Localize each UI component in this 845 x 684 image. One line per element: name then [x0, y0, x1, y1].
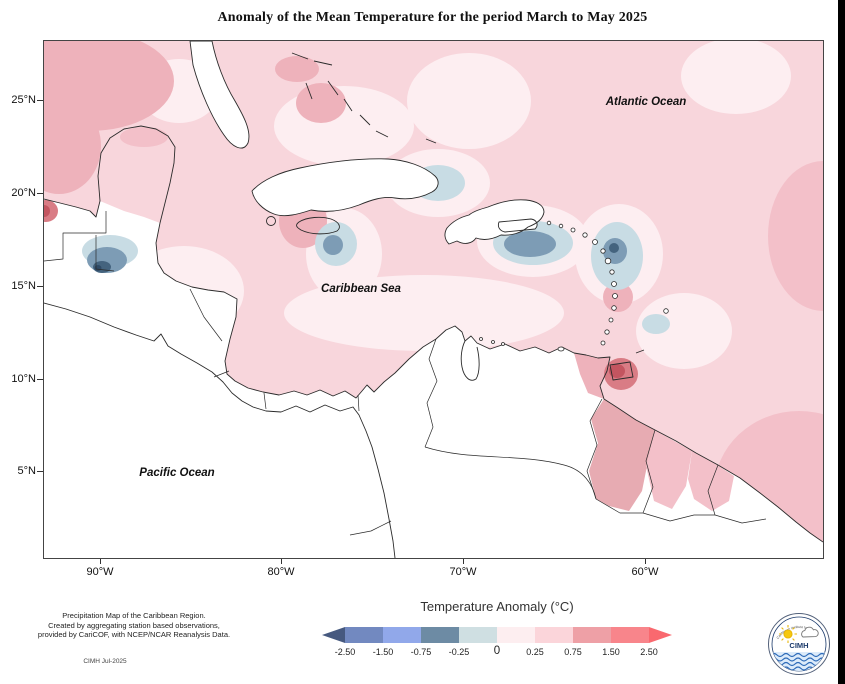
figure-title: Anomaly of the Mean Temperature for the … — [217, 10, 648, 25]
legend-segment — [345, 627, 383, 643]
anomaly-blue-dark-cores — [609, 243, 619, 253]
legend-tick: 1.50 — [602, 647, 620, 657]
caribbean-sea-label: Caribbean Sea — [321, 283, 401, 295]
legend-tick: -0.75 — [410, 647, 432, 657]
legend-tick: 0.25 — [526, 647, 544, 657]
legend-arrow-left — [322, 627, 345, 643]
cloud-icon — [801, 626, 819, 638]
y-tick — [37, 471, 43, 472]
anomaly-mid-pink-zones — [44, 41, 633, 312]
legend-tick: -0.25 — [448, 647, 470, 657]
legend-segment — [497, 627, 535, 643]
x-tick — [645, 558, 646, 564]
legend-segment — [459, 627, 497, 643]
x-axis-label-80w: 80°W — [267, 566, 295, 578]
pacific-ocean-label: Pacific Ocean — [139, 467, 214, 479]
map-plot-area: Atlantic Ocean Caribbean Sea Pacific Oce… — [43, 40, 824, 559]
anomaly-blue-cores — [323, 231, 627, 264]
y-axis-label-20n: 20°N — [11, 187, 36, 199]
credits-text: Precipitation Map of the Caribbean Regio… — [25, 611, 243, 640]
credits-line-1: Precipitation Map of the Caribbean Regio… — [62, 611, 206, 620]
coastlines — [44, 41, 823, 558]
atlantic-ocean-label: Atlantic Ocean — [605, 96, 687, 108]
country-borders — [44, 211, 767, 536]
legend-segment — [573, 627, 611, 643]
scan-edge-strip — [838, 0, 845, 684]
y-axis-label-25n: 25°N — [11, 94, 36, 106]
issue-stamp: CIMH Jul-2025 — [83, 658, 127, 665]
y-axis-label-5n: 5°N — [17, 465, 36, 477]
small-islands — [479, 220, 669, 352]
x-tick — [281, 558, 282, 564]
x-tick — [463, 558, 464, 564]
legend-tick: -1.50 — [372, 647, 394, 657]
x-axis-label-90w: 90°W — [86, 566, 114, 578]
credits-line-3: provided by CariCOF, with NCEP/NCAR Rean… — [37, 630, 231, 639]
legend-tick: 2.50 — [640, 647, 658, 657]
legend-colorbar — [322, 627, 672, 643]
credits-line-2: Created by aggregating station based obs… — [48, 620, 220, 630]
x-axis-label-70w: 70°W — [449, 566, 477, 578]
legend-tick: 0.75 — [564, 647, 582, 657]
legend-arrow-right — [649, 627, 672, 643]
y-tick — [37, 379, 43, 380]
map-svg: Atlantic Ocean Caribbean Sea Pacific Oce… — [44, 41, 823, 558]
y-tick — [37, 193, 43, 194]
sun-icon — [779, 625, 797, 643]
legend-title: Temperature Anomaly (°C) — [420, 599, 574, 614]
y-tick — [37, 286, 43, 287]
cimh-logo: Caribbean Institute for Meteorology and … — [768, 613, 830, 675]
legend-tick: 0 — [493, 645, 501, 657]
y-tick — [37, 100, 43, 101]
land-anomaly-overlays — [44, 126, 734, 511]
legend-segment — [383, 627, 421, 643]
y-axis-label-10n: 10°N — [11, 373, 36, 385]
legend-segment — [611, 627, 649, 643]
legend-tick-labels: -2.50 -1.50 -0.75 -0.25 0 0.25 0.75 1.50… — [322, 645, 672, 659]
legend-segment — [535, 627, 573, 643]
logo-acronym: CIMH — [789, 641, 808, 650]
waves-icon — [772, 652, 826, 671]
x-tick — [100, 558, 101, 564]
x-axis-label-60w: 60°W — [631, 566, 659, 578]
y-axis-label-15n: 15°N — [11, 280, 36, 292]
legend-tick: -2.50 — [334, 647, 356, 657]
ocean-labels: Atlantic Ocean Caribbean Sea Pacific Oce… — [139, 96, 686, 479]
legend-segment — [421, 627, 459, 643]
